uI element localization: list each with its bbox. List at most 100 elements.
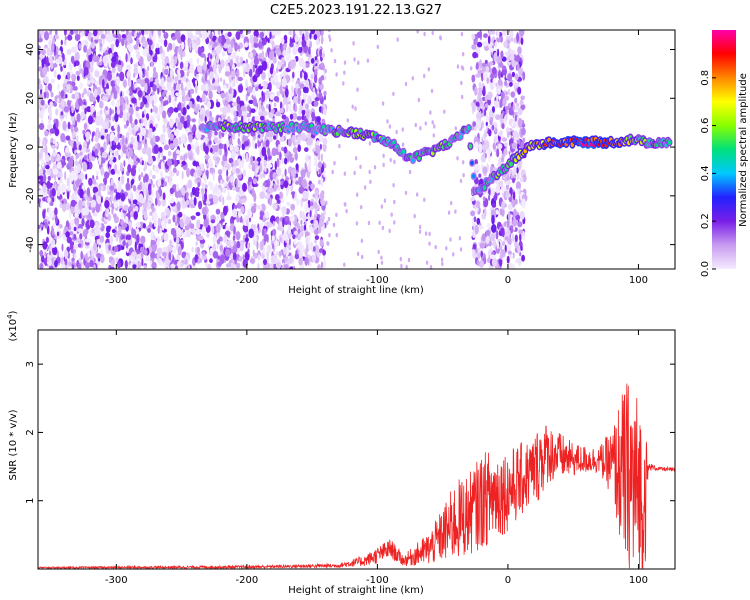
noise-speckle [97, 95, 100, 103]
noise-speckle [77, 228, 83, 233]
noise-speckle [215, 215, 221, 222]
noise-speckle [48, 55, 53, 64]
noise-speckle [44, 30, 49, 41]
noise-speckle [60, 111, 64, 116]
noise-speckle [140, 235, 146, 245]
noise-speckle [180, 155, 184, 161]
noise-speckle [423, 73, 426, 79]
noise-speckle [57, 50, 62, 55]
noise-speckle [108, 256, 114, 261]
noise-speckle [286, 201, 291, 206]
noise-speckle [81, 92, 84, 98]
noise-speckle [273, 96, 280, 102]
noise-speckle [360, 238, 364, 243]
noise-speckle [133, 44, 138, 50]
noise-speckle [73, 193, 77, 202]
noise-speckle [44, 251, 47, 257]
noise-speckle [112, 30, 115, 34]
noise-speckle [110, 192, 114, 202]
noise-speckle [502, 241, 505, 246]
noise-speckle [156, 43, 160, 49]
noise-speckle [234, 145, 240, 152]
noise-speckle [470, 197, 476, 202]
noise-speckle [242, 254, 245, 260]
noise-speckle [429, 110, 432, 115]
noise-speckle [522, 235, 525, 241]
noise-speckle [119, 71, 125, 82]
noise-speckle [276, 179, 279, 186]
noise-speckle [496, 95, 499, 101]
noise-speckle [185, 230, 192, 238]
noise-speckle [66, 191, 70, 200]
noise-speckle [93, 212, 98, 217]
noise-speckle [343, 60, 347, 65]
noise-speckle [519, 211, 525, 220]
noise-speckle [478, 173, 482, 178]
noise-speckle [106, 119, 109, 130]
noise-speckle [267, 221, 272, 228]
noise-speckle [168, 119, 175, 127]
noise-speckle [159, 171, 164, 178]
noise-speckle [113, 188, 118, 193]
noise-speckle [51, 42, 55, 53]
noise-speckle [471, 74, 476, 83]
noise-speckle [248, 176, 253, 182]
noise-speckle [102, 55, 108, 64]
noise-speckle [111, 56, 116, 63]
noise-speckle [210, 219, 216, 224]
noise-speckle [226, 175, 229, 182]
noise-speckle [96, 253, 102, 259]
noise-speckle [231, 165, 238, 174]
noise-speckle [175, 170, 180, 177]
noise-speckle [258, 108, 263, 113]
noise-speckle [113, 245, 119, 252]
noise-speckle [125, 137, 128, 145]
noise-speckle [360, 205, 363, 210]
noise-speckle [199, 47, 205, 53]
noise-speckle [318, 168, 322, 174]
noise-speckle [209, 258, 213, 264]
noise-speckle [218, 35, 223, 44]
noise-speckle [195, 74, 199, 79]
noise-speckle [149, 211, 153, 216]
noise-speckle [237, 84, 244, 93]
noise-speckle [83, 45, 87, 53]
noise-speckle [105, 30, 108, 36]
noise-speckle [219, 107, 223, 112]
noise-speckle [130, 122, 136, 129]
noise-speckle [126, 234, 132, 240]
noise-speckle [235, 45, 241, 50]
noise-speckle [472, 248, 476, 259]
noise-speckle [477, 49, 481, 55]
noise-speckle [491, 214, 495, 225]
noise-speckle [221, 187, 227, 194]
noise-speckle [159, 45, 163, 55]
noise-speckle [477, 120, 481, 130]
noise-speckle [155, 47, 161, 55]
noise-speckle [226, 140, 230, 148]
noise-speckle [189, 63, 195, 74]
noise-speckle [300, 47, 303, 52]
noise-speckle [240, 105, 246, 112]
noise-speckle [159, 96, 163, 102]
noise-speckle [195, 241, 199, 247]
noise-speckle [74, 33, 81, 42]
noise-speckle [107, 33, 113, 43]
noise-speckle [183, 213, 186, 223]
noise-speckle [380, 204, 384, 209]
noise-speckle [73, 233, 76, 240]
noise-speckle [91, 60, 94, 67]
noise-speckle [489, 47, 495, 52]
noise-speckle [79, 68, 84, 74]
noise-speckle [510, 53, 515, 62]
noise-speckle [198, 169, 202, 177]
noise-speckle [330, 48, 333, 53]
noise-speckle [255, 227, 259, 236]
noise-speckle [505, 127, 511, 133]
noise-speckle [283, 247, 287, 255]
noise-speckle [416, 192, 419, 197]
noise-speckle [302, 215, 307, 222]
noise-speckle [131, 97, 137, 104]
noise-speckle [120, 30, 125, 33]
noise-speckle [212, 35, 217, 41]
